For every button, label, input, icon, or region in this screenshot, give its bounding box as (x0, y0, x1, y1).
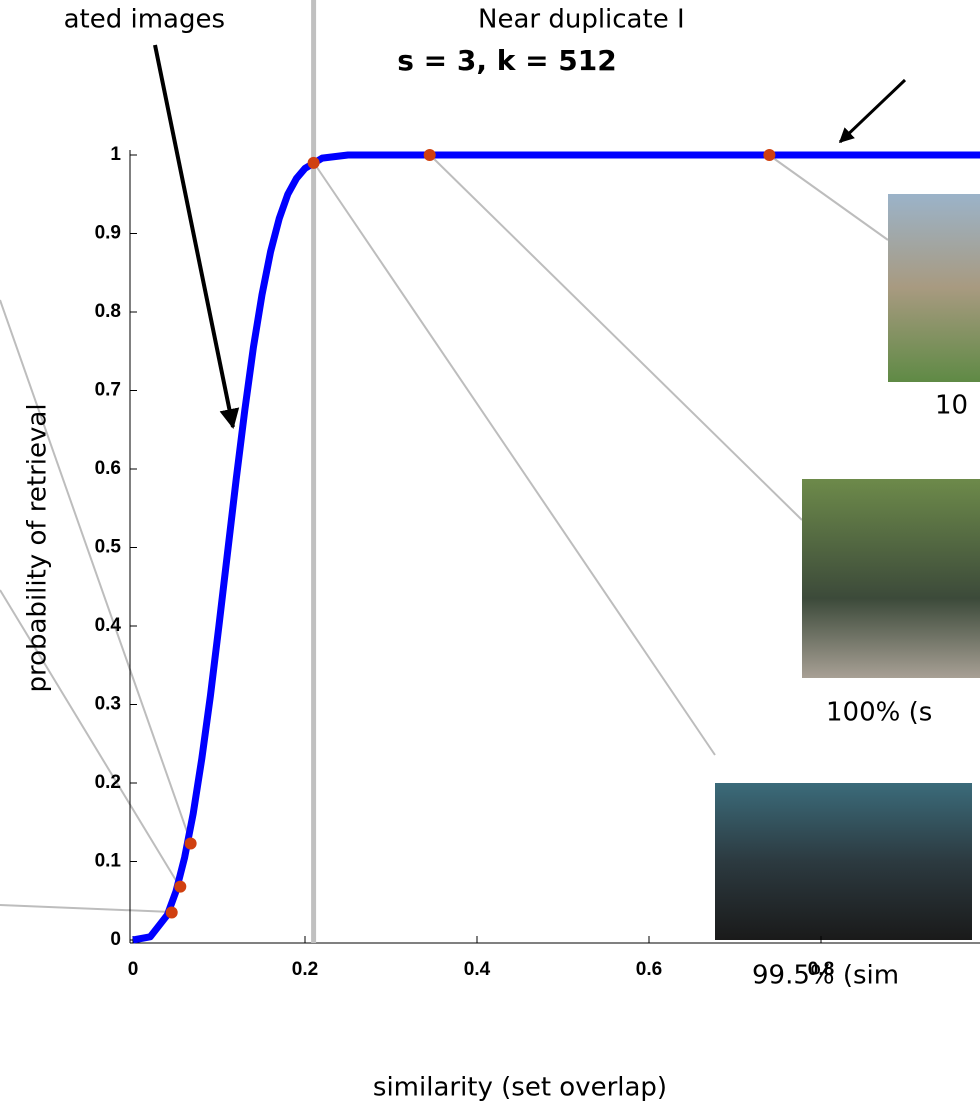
connector (430, 155, 802, 520)
connector (0, 905, 172, 912)
annotation: ated images (64, 5, 225, 35)
page: {"chart_data": {"type": "line", "title":… (0, 0, 980, 1116)
chart: ated images Near duplicate I 10 100% (s … (0, 0, 980, 1116)
arrow (840, 80, 905, 142)
x-tick-label: 0.2 (292, 959, 318, 980)
y-tick-label: 0.6 (95, 458, 121, 479)
photo (888, 194, 980, 382)
annotation: Near duplicate I (478, 5, 685, 35)
x-tick-label: 0.6 (636, 959, 662, 980)
y-tick-label: 0 (110, 929, 121, 950)
point (185, 837, 197, 849)
y-tick-label: 0.3 (95, 694, 121, 715)
point (166, 907, 178, 919)
x-tick-label: 0.8 (808, 959, 834, 980)
y-tick-label: 0.1 (95, 851, 122, 872)
caption: 100% (s (826, 698, 932, 728)
point (308, 157, 320, 169)
connector (314, 163, 715, 755)
y-tick-label: 0.8 (95, 301, 121, 322)
y-tick-label: 0.7 (95, 380, 121, 401)
y-tick-label: 0.2 (95, 772, 121, 793)
x-tick-label: 0.4 (464, 959, 491, 980)
arrow (155, 45, 233, 427)
y-tick-label: 1 (110, 144, 121, 165)
point (174, 881, 186, 893)
y-axis-label: probability of retrieval (23, 403, 53, 692)
connector (769, 155, 888, 240)
point (763, 149, 775, 161)
y-tick-label: 0.4 (95, 615, 122, 636)
point (424, 149, 436, 161)
caption: 10 (935, 391, 968, 421)
photo (715, 783, 972, 940)
x-tick-label: 0 (128, 959, 139, 980)
photo (802, 479, 980, 678)
chart-title: s = 3, k = 512 (397, 44, 617, 77)
x-axis-label: similarity (set overlap) (373, 1073, 667, 1103)
decor (0, 45, 980, 940)
y-tick-label: 0.9 (95, 223, 121, 244)
y-tick-label: 0.5 (95, 537, 122, 558)
